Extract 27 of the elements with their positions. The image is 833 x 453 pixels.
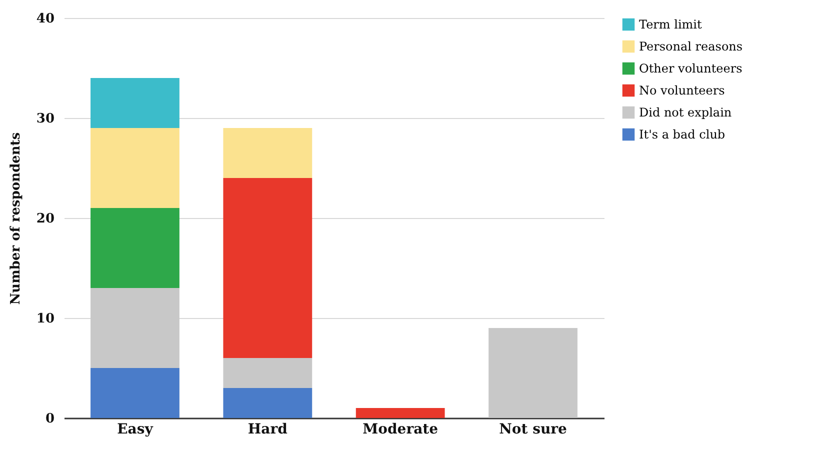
y-tick-label: 40 xyxy=(36,12,54,26)
bar xyxy=(223,178,312,358)
x-tick-label: Not sure xyxy=(499,422,568,438)
y-tick-label: 0 xyxy=(45,412,54,426)
legend-label: Did not explain xyxy=(639,106,732,120)
legend-label: No volunteers xyxy=(639,84,725,98)
bar xyxy=(223,388,312,418)
legend-label: Term limit xyxy=(639,18,702,32)
bar xyxy=(356,408,445,418)
x-tick-label: Easy xyxy=(117,422,154,438)
bar xyxy=(223,128,312,178)
legend-label: Other volunteers xyxy=(639,62,742,76)
y-tick-label: 10 xyxy=(36,312,54,326)
bar xyxy=(90,128,180,208)
y-axis-title: Number of respondents xyxy=(8,132,24,305)
bar xyxy=(223,358,312,388)
legend-label: Personal reasons xyxy=(639,40,743,54)
x-tick-label: Moderate xyxy=(362,422,438,438)
bar xyxy=(90,288,180,368)
bar xyxy=(90,208,180,288)
x-tick-label: Hard xyxy=(248,422,288,438)
bar xyxy=(90,78,180,128)
y-tick-label: 20 xyxy=(36,212,54,226)
y-tick-label: 30 xyxy=(36,112,54,126)
legend-label: It's a bad club xyxy=(639,128,726,142)
bar xyxy=(488,328,578,418)
bar xyxy=(90,368,180,418)
